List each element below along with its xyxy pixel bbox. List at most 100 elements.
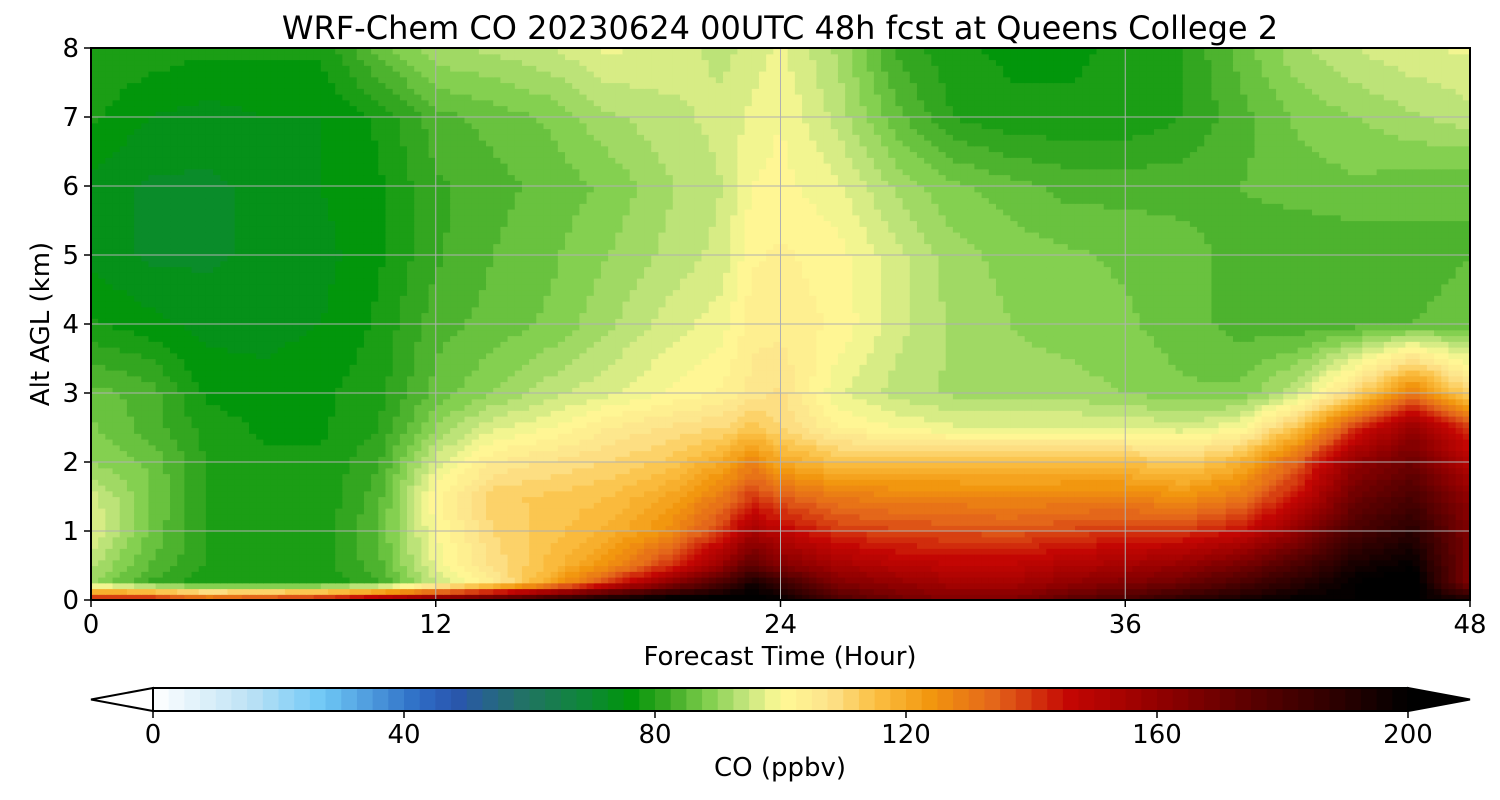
heatmap-cell <box>1125 577 1134 584</box>
heatmap-cell <box>227 508 236 515</box>
heatmap-cell <box>98 485 106 492</box>
heatmap-cell <box>1333 548 1342 555</box>
heatmap-cell <box>292 479 300 486</box>
heatmap-cell <box>371 588 379 595</box>
heatmap-cell <box>270 462 279 469</box>
heatmap-cell <box>1096 485 1105 492</box>
heatmap-cell <box>916 536 925 544</box>
heatmap-cell <box>198 490 207 498</box>
heatmap-cell <box>823 594 832 600</box>
heatmap-cell <box>751 594 760 600</box>
heatmap-cell <box>328 519 336 526</box>
heatmap-cell <box>881 577 889 584</box>
heatmap-cell <box>126 582 135 590</box>
heatmap-cell <box>284 496 293 503</box>
heatmap-cell <box>593 554 602 561</box>
heatmap-cell <box>651 456 659 463</box>
heatmap-cell <box>162 542 171 549</box>
heatmap-cell <box>1326 479 1335 486</box>
heatmap-cell <box>270 502 279 509</box>
heatmap-cell <box>672 565 681 572</box>
heatmap-cell <box>1383 531 1392 538</box>
heatmap-cell <box>665 467 674 475</box>
heatmap-cell <box>701 473 710 480</box>
heatmap-cell <box>679 490 688 498</box>
heatmap-cell <box>809 559 818 567</box>
heatmap-cell <box>1211 479 1220 486</box>
heatmap-cell <box>579 571 588 578</box>
heatmap-cell <box>1118 582 1126 590</box>
heatmap-cell <box>471 485 480 492</box>
heatmap-cell <box>284 582 293 590</box>
heatmap-cell <box>148 559 157 567</box>
heatmap-cell <box>888 508 897 515</box>
heatmap-cell <box>191 571 200 578</box>
heatmap-cell <box>543 496 552 503</box>
heatmap-cell <box>866 548 875 555</box>
heatmap-cell <box>1204 450 1213 457</box>
heatmap-cell <box>679 513 688 521</box>
heatmap-cell <box>457 462 466 469</box>
heatmap-cell <box>320 485 329 492</box>
heatmap-cell <box>974 450 983 457</box>
heatmap-cell <box>363 508 372 515</box>
heatmap-cell <box>507 531 516 538</box>
heatmap-cell <box>837 462 846 469</box>
heatmap-cell <box>1304 508 1313 515</box>
heatmap-cell <box>493 462 501 469</box>
heatmap-cell <box>1168 582 1177 590</box>
heatmap-cell <box>464 496 473 503</box>
heatmap-cell <box>198 577 207 584</box>
heatmap-cell <box>112 496 121 503</box>
heatmap-cell <box>450 531 458 538</box>
heatmap-cell <box>514 496 523 503</box>
heatmap-cell <box>737 571 746 578</box>
heatmap-cell <box>644 479 652 486</box>
heatmap-cell <box>1125 594 1134 600</box>
heatmap-cell <box>830 508 839 515</box>
heatmap-cell <box>263 490 272 498</box>
heatmap-cell <box>457 485 466 492</box>
heatmap-cell <box>256 594 264 600</box>
heatmap-cell <box>112 588 121 595</box>
heatmap-cell <box>270 525 279 532</box>
heatmap-cell <box>658 450 667 457</box>
heatmap-cell <box>493 577 501 584</box>
heatmap-cell <box>1060 582 1069 590</box>
heatmap-cell <box>155 565 164 572</box>
heatmap-cell <box>1082 473 1090 480</box>
heatmap-cell <box>1082 565 1090 572</box>
heatmap-cell <box>399 490 408 498</box>
heatmap-cell <box>873 496 882 503</box>
heatmap-cell <box>1297 502 1306 509</box>
heatmap-cell <box>407 565 415 572</box>
heatmap-cell <box>1118 594 1126 600</box>
heatmap-cell <box>1434 513 1442 521</box>
heatmap-cell <box>263 479 272 486</box>
heatmap-cell <box>737 565 746 572</box>
heatmap-cell <box>744 479 753 486</box>
heatmap-cell <box>924 531 932 538</box>
heatmap-cell <box>1355 479 1363 486</box>
heatmap-cell <box>1247 559 1256 567</box>
heatmap-cell <box>608 565 616 572</box>
heatmap-cell <box>1426 577 1435 584</box>
heatmap-cell <box>1024 462 1033 469</box>
heatmap-cell <box>988 525 997 532</box>
heatmap-cell <box>694 536 703 544</box>
heatmap-cell <box>593 594 602 600</box>
heatmap-cell <box>766 513 774 521</box>
heatmap-cell <box>299 490 308 498</box>
heatmap-cell <box>378 513 387 521</box>
heatmap-cell <box>112 548 121 555</box>
heatmap-cell <box>794 519 803 526</box>
heatmap-cell <box>1448 536 1457 544</box>
heatmap-cell <box>241 490 250 498</box>
heatmap-cell <box>407 559 415 567</box>
heatmap-cell <box>1405 548 1414 555</box>
heatmap-cell <box>694 554 703 561</box>
heatmap-cell <box>277 548 286 555</box>
heatmap-cell <box>888 485 897 492</box>
heatmap-cell <box>170 496 178 503</box>
heatmap-cell <box>428 571 437 578</box>
